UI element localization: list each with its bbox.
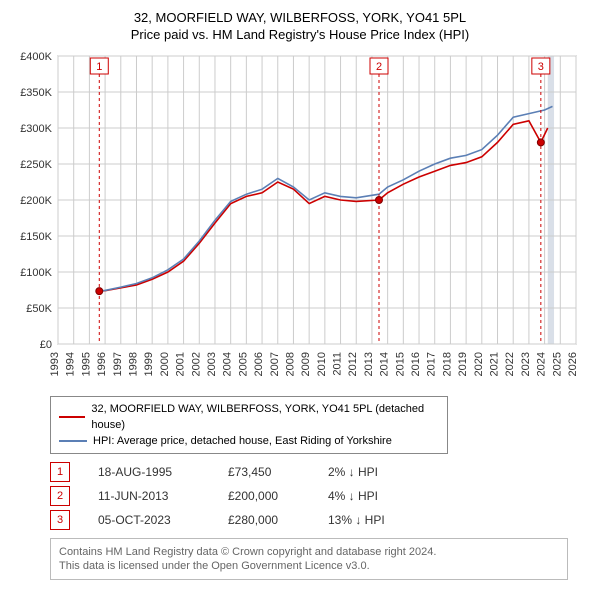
x-tick-label: 2000 (159, 352, 171, 376)
x-tick-label: 2026 (567, 352, 579, 376)
footer-line-1: Contains HM Land Registry data © Crown c… (59, 545, 559, 559)
sale-row-marker: 1 (50, 462, 70, 482)
x-tick-label: 2007 (269, 352, 281, 376)
sale-date: 05-OCT-2023 (98, 513, 228, 527)
sale-price: £73,450 (228, 465, 328, 479)
x-tick-label: 2023 (520, 352, 532, 376)
x-tick-label: 2018 (441, 352, 453, 376)
legend-swatch (59, 440, 87, 442)
x-tick-label: 2024 (536, 352, 548, 376)
x-tick-label: 2006 (253, 352, 265, 376)
legend-label: 32, MOORFIELD WAY, WILBERFOSS, YORK, YO4… (91, 401, 439, 433)
legend-row: 32, MOORFIELD WAY, WILBERFOSS, YORK, YO4… (59, 401, 439, 433)
x-tick-label: 2001 (175, 352, 187, 376)
footer-line-2: This data is licensed under the Open Gov… (59, 559, 559, 573)
y-tick-label: £100K (20, 267, 52, 279)
sale-marker-number: 2 (376, 61, 382, 73)
x-tick-label: 1999 (143, 352, 155, 376)
sale-delta: 13% ↓ HPI (328, 513, 448, 527)
x-tick-label: 2017 (426, 352, 438, 376)
line-chart-svg: £0 £50K £100K £150K £200K £250K £300K £350K £400… (10, 50, 590, 390)
sale-marker-dot (376, 197, 383, 204)
x-tick-label: 2008 (284, 352, 296, 376)
sale-marker-dot (537, 139, 544, 146)
y-tick-label: £150K (20, 231, 52, 243)
x-tick-label: 2009 (300, 352, 312, 376)
legend-label: HPI: Average price, detached house, East… (93, 433, 392, 449)
chart-title: 32, MOORFIELD WAY, WILBERFOSS, YORK, YO4… (10, 10, 590, 25)
x-tick-label: 2019 (457, 352, 469, 376)
sale-marker-dot (96, 288, 103, 295)
x-tick-label: 2013 (363, 352, 375, 376)
x-tick-label: 2020 (473, 352, 485, 376)
chart-area: £0 £50K £100K £150K £200K £250K £300K £350K £400… (10, 50, 590, 390)
x-tick-label: 2014 (379, 352, 391, 376)
x-tick-label: 1994 (65, 352, 77, 376)
y-tick-label: £300K (20, 123, 52, 135)
x-tick-label: 2016 (410, 352, 422, 376)
x-tick-label: 2002 (190, 352, 202, 376)
sale-row: 3 05-OCT-2023£280,00013% ↓ HPI (50, 510, 590, 530)
y-tick-label: £350K (20, 87, 52, 99)
y-tick-label: £400K (20, 51, 52, 63)
chart-container: 32, MOORFIELD WAY, WILBERFOSS, YORK, YO4… (0, 0, 600, 590)
x-tick-label: 2003 (206, 352, 218, 376)
footer-box: Contains HM Land Registry data © Crown c… (50, 538, 568, 580)
x-tick-label: 2004 (222, 352, 234, 376)
x-tick-label: 2021 (489, 352, 501, 376)
sale-row: 2 11-JUN-2013£200,0004% ↓ HPI (50, 486, 590, 506)
sale-row-marker: 3 (50, 510, 70, 530)
sale-delta: 4% ↓ HPI (328, 489, 448, 503)
y-tick-label: £50K (26, 303, 52, 315)
y-tick-label: £200K (20, 195, 52, 207)
x-tick-label: 2005 (237, 352, 249, 376)
sales-list: 1 18-AUG-1995£73,4502% ↓ HPI 2 11-JUN-2013£… (10, 462, 590, 530)
x-tick-label: 1995 (80, 352, 92, 376)
sale-date: 18-AUG-1995 (98, 465, 228, 479)
x-tick-label: 2025 (551, 352, 563, 376)
legend-swatch (59, 416, 85, 418)
x-tick-label: 1997 (112, 352, 124, 376)
x-tick-label: 2012 (347, 352, 359, 376)
x-tick-label: 2011 (332, 352, 344, 376)
x-tick-label: 2010 (316, 352, 328, 376)
sale-delta: 2% ↓ HPI (328, 465, 448, 479)
sale-row-marker: 2 (50, 486, 70, 506)
y-tick-label: £0 (40, 339, 52, 351)
x-tick-label: 2022 (504, 352, 516, 376)
sale-row: 1 18-AUG-1995£73,4502% ↓ HPI (50, 462, 590, 482)
sale-marker-number: 3 (538, 61, 544, 73)
x-tick-label: 1993 (49, 352, 61, 376)
x-tick-label: 1996 (96, 352, 108, 376)
legend-row: HPI: Average price, detached house, East… (59, 433, 439, 449)
x-tick-label: 2015 (394, 352, 406, 376)
sale-date: 11-JUN-2013 (98, 489, 228, 503)
sale-price: £280,000 (228, 513, 328, 527)
x-tick-label: 1998 (127, 352, 139, 376)
sale-price: £200,000 (228, 489, 328, 503)
sale-marker-number: 1 (96, 61, 102, 73)
legend-box: 32, MOORFIELD WAY, WILBERFOSS, YORK, YO4… (50, 396, 448, 454)
chart-subtitle: Price paid vs. HM Land Registry's House … (10, 27, 590, 42)
y-tick-label: £250K (20, 159, 52, 171)
